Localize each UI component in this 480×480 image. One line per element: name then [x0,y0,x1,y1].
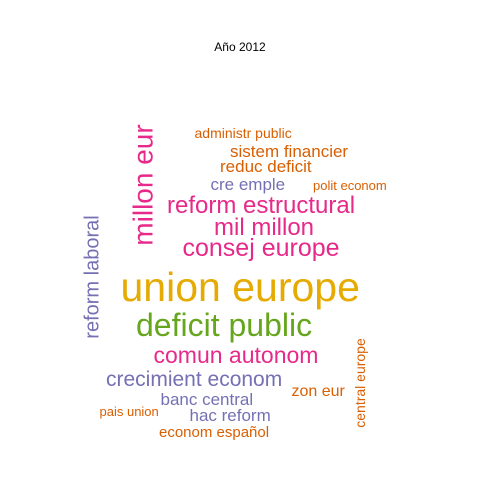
word-sistem-financier: sistem financier [230,141,349,161]
word-crecimient-econom: crecimient econom [106,367,283,391]
word-central-europe: central europe [351,338,368,428]
word-mil-millon: mil millon [214,214,315,241]
word-union-europe: union europe [120,263,360,310]
word-reform-laboral: reform laboral [81,215,104,339]
word-zon-eur: zon eur [291,383,345,400]
chart-title: Año 2012 [214,40,266,54]
word-econom-español: econom español [159,423,270,441]
word-reform-estructural: reform estructural [167,192,356,219]
word-millon-eur: millon eur [127,124,159,246]
word-reduc-deficit: reduc deficit [220,156,312,176]
word-pais-union: pais union [99,403,159,419]
word-administr-public: administr public [194,125,292,141]
word-comun-autonom: comun autonom [153,341,319,368]
word-hac-reform: hac reform [189,405,271,425]
word-consej-europe: consej europe [182,233,340,262]
word-cre-emple: cre emple [210,174,286,194]
word-deficit-public: deficit public [136,307,313,343]
word-polit-econom: polit econom [313,177,387,193]
word-banc-central: banc central [160,389,254,409]
